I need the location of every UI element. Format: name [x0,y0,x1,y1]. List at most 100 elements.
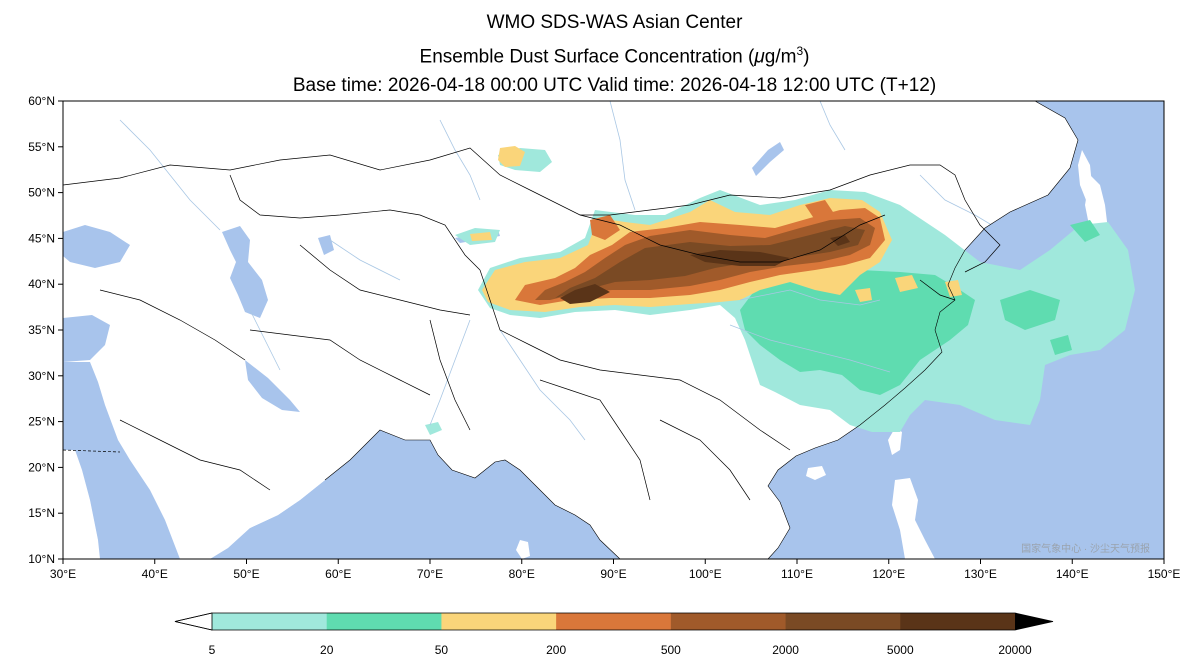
sakhalin-island [1078,150,1092,200]
x-tick-label: 30°E [50,567,76,581]
colorbar-labels: 5 20 50 200 500 2000 5000 20000 [209,643,1032,657]
x-tick-label: 60°E [325,567,351,581]
dust-patch [855,288,872,302]
y-tick-label: 55°N [28,140,55,154]
colorbar-level-label: 2000 [772,643,799,657]
colorbar-segment [441,613,557,630]
river-yenisei [609,101,636,211]
river-tigris [249,309,281,371]
mediterranean-sea [63,315,110,362]
colorbar-segment [785,613,901,630]
x-tick-label: 110°E [781,567,813,581]
sri-lanka-island [516,540,530,559]
x-tick-label: 40°E [142,567,168,581]
dust-patch [945,280,962,297]
y-tick-label: 50°N [28,186,55,200]
taiwan-island [888,428,902,455]
title-line-2-exp: 3 [796,44,804,58]
border-china-south [479,269,791,451]
river-ob [439,119,481,201]
y-tick-label: 30°N [28,369,55,383]
river-amur [919,174,1001,231]
y-tick-label: 15°N [28,506,55,520]
map-frame-content: 国家气象中心 · 沙尘天气预报 [63,101,1164,559]
title-line-3: Base time: 2026-04-18 00:00 UTC Valid ti… [292,75,937,97]
river-yellow [739,289,881,306]
border-russia-south [63,147,1001,273]
dust-patch [805,200,835,220]
river-lena [819,101,846,151]
africa-landmass [63,450,100,559]
y-tick-label: 20°N [28,460,55,474]
border-central-asia [299,244,471,316]
border-indochina [659,419,751,501]
border-saudi [119,419,271,491]
colorbar-segment [670,613,787,630]
latitude-ticks: 10°N 15°N 20°N 25°N 30°N 35°N 40°N 45°N 50°N 55°N… [28,94,63,566]
coast-south-asia [324,429,621,559]
dust-patch [470,232,492,241]
colorbar-level-label: 5 [209,643,216,657]
philippines-islands [892,478,935,559]
lake-baikal [752,142,784,176]
border-iran [249,329,431,396]
y-tick-label: 60°N [28,94,55,108]
colorbar-high-extend [1015,613,1053,630]
river-ganges [499,329,586,441]
colorbar-segment [212,613,328,630]
y-tick-label: 45°N [28,231,55,245]
title-line-2-units: g/m [764,46,797,68]
x-tick-label: 50°E [233,567,259,581]
dust-patch [1070,220,1100,242]
inland-water-layer [63,142,784,412]
coastline-layer [324,101,1079,559]
dust-patch [498,146,525,167]
border-turkey-iraq [99,289,246,361]
dust-patch [425,422,442,435]
title-line-2-prefix: Ensemble Dust Surface Concentration ( [419,46,755,68]
x-tick-label: 150°E [1148,567,1181,581]
dust-patch [830,235,850,246]
x-tick-label: 70°E [417,567,443,581]
title-line-2: Ensemble Dust Surface Concentration (μg/… [0,37,1199,71]
border-china-mongolia [579,214,886,263]
x-tick-label: 100°E [689,567,722,581]
dust-patch [740,270,975,395]
colorbar-segment [326,613,442,630]
border-pakistan-india [429,319,471,431]
colorbar-level-label: 20000 [998,643,1032,657]
colorbar-level-label: 50 [435,643,449,657]
title-line-1: WMO SDS-WAS Asian Center [486,12,743,33]
map-title: WMO SDS-WAS Asian Center Ensemble Dust S… [0,8,1199,100]
dust-concentration-layer [425,146,1135,435]
colorbar [174,612,1054,631]
colorbar-level-label: 20 [320,643,334,657]
colorbar-level-label: 200 [546,643,566,657]
dust-patch [590,215,620,240]
river-volga [119,119,221,231]
persian-gulf [245,360,300,412]
river-yangtze [729,324,891,373]
border-korea [919,279,956,301]
dust-level-20 [740,220,1100,395]
x-tick-label: 130°E [964,567,997,581]
title-line-2-suffix: ) [803,46,810,68]
hainan-island [806,466,826,480]
coast-east-asia [767,101,1079,559]
dust-patch [895,275,918,292]
longitude-ticks: 30°E 40°E 50°E 60°E 70°E 80°E 90°E 100°E 110°E 12… [50,559,1180,581]
colorbar-segment [900,613,1016,630]
country-borders-layer [63,147,1001,501]
colorbar-level-label: 5000 [887,643,914,657]
arabian-peninsula [118,388,333,530]
watermark-text: 国家气象中心 · 沙尘天气预报 [1021,542,1150,555]
river-syr-darya [329,239,401,281]
black-sea [63,225,130,268]
caspian-sea [222,226,268,318]
colorbar-level-label: 500 [661,643,681,657]
border-myanmar [539,379,651,501]
y-tick-label: 40°N [28,277,55,291]
dust-patch [1000,290,1060,330]
y-tick-label: 35°N [28,323,55,337]
